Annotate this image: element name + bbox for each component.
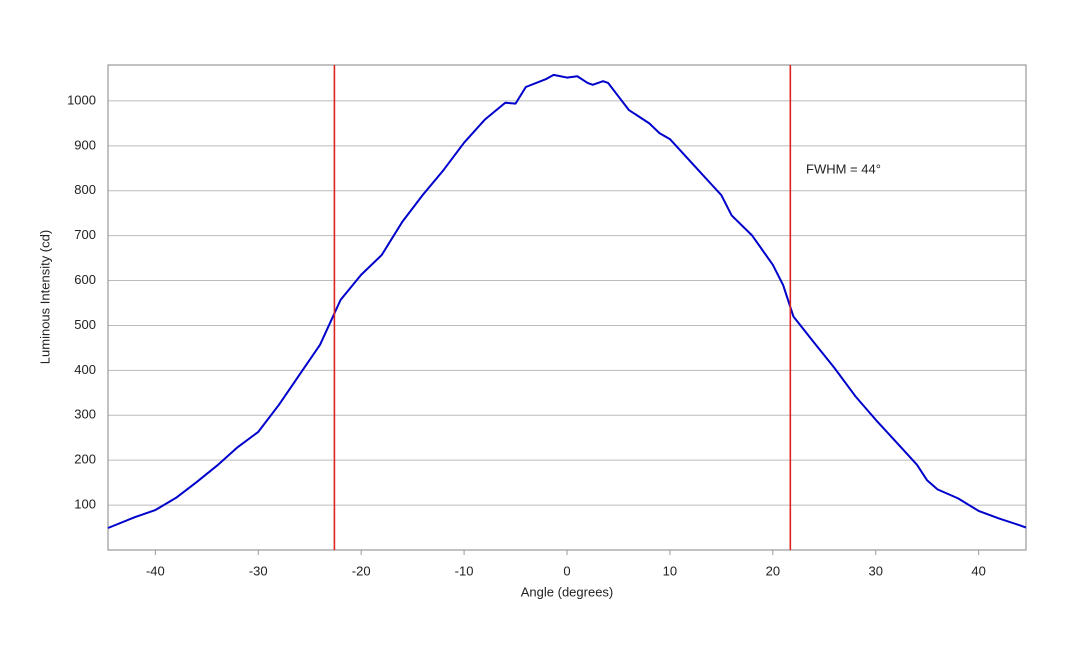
y-tick-label: 500 [74,317,96,332]
x-tick-label: 0 [563,563,570,578]
y-tick-label: 400 [74,362,96,377]
x-tick-label: 30 [869,563,883,578]
line-series [107,73,1027,529]
y-tick-label: 600 [74,272,96,287]
y-tick-label: 300 [74,407,96,422]
plot-frame [107,64,1027,551]
y-tick-label: 900 [74,137,96,152]
y-tick-label: 200 [74,452,96,467]
x-tick-label: 10 [663,563,677,578]
annotation: FWHM = 44° [806,161,881,176]
x-tick-label: -40 [146,563,165,578]
y-tick-label: 1000 [67,92,96,107]
x-tick-label: -10 [455,563,474,578]
y-tick-label: 100 [74,497,96,512]
y-tick-label: 800 [74,182,96,197]
x-axis-label: Angle (degrees) [521,584,614,599]
x-tick-label: -30 [249,563,268,578]
x-tick-label: -20 [352,563,371,578]
y-axis-label: Luminous Intensity (cd) [37,230,52,364]
x-tick-label: 20 [766,563,780,578]
x-tick-label: 40 [971,563,985,578]
y-tick-label: 700 [74,227,96,242]
